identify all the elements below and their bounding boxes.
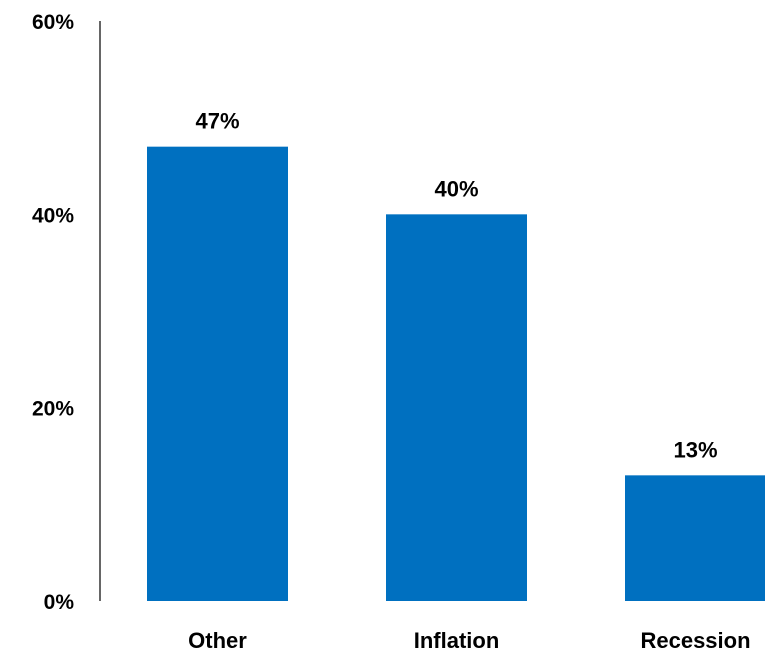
data-label: 47% [195, 109, 239, 134]
x-axis-labels: Other Inflation Recession [188, 628, 750, 651]
x-category-label: Inflation [414, 628, 500, 651]
y-tick-label: 40% [32, 204, 74, 227]
data-labels: 47% 40% 13% [195, 109, 717, 463]
x-category-label: Recession [640, 628, 750, 651]
bar-inflation [386, 214, 527, 602]
y-tick-label: 20% [32, 398, 74, 421]
data-label: 13% [673, 437, 717, 462]
y-tick-label: 60% [32, 11, 74, 34]
bar-other [147, 146, 288, 601]
x-category-label: Other [188, 628, 247, 651]
bars [147, 146, 765, 602]
y-tick-label: 0% [44, 591, 75, 614]
bar-recession [625, 475, 765, 601]
y-axis: 0% 20% 40% 60% [32, 11, 101, 614]
data-label: 40% [434, 176, 478, 201]
